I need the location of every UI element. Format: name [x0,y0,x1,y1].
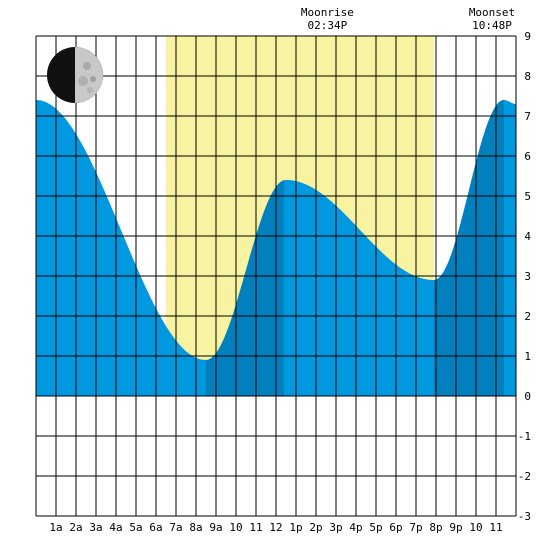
x-tick-label: 11 [249,521,262,534]
x-tick-label: 1a [49,521,62,534]
x-tick-label: 4p [349,521,362,534]
x-tick-label: 12 [269,521,282,534]
x-tick-label: 3a [89,521,102,534]
moon-event-time: 02:34P [308,19,348,32]
y-tick-label: 4 [524,230,531,243]
x-tick-label: 10 [229,521,242,534]
moon-crater [78,76,88,86]
x-tick-label: 4a [109,521,122,534]
x-tick-label: 9a [209,521,222,534]
x-tick-label: 7a [169,521,182,534]
moon-event-label: Moonrise [301,6,354,19]
y-tick-label: 9 [524,30,531,43]
x-tick-label: 11 [489,521,502,534]
y-tick-label: -3 [518,510,531,523]
y-tick-label: -2 [518,470,531,483]
x-tick-label: 1p [289,521,302,534]
moon-crater [90,76,96,82]
x-tick-label: 7p [409,521,422,534]
x-tick-label: 9p [449,521,462,534]
x-tick-label: 5p [369,521,382,534]
y-tick-label: 1 [524,350,531,363]
x-tick-label: 6p [389,521,402,534]
moon-crater [83,62,91,70]
y-tick-label: 8 [524,70,531,83]
y-tick-label: 3 [524,270,531,283]
x-tick-label: 6a [149,521,162,534]
x-tick-label: 5a [129,521,142,534]
y-tick-label: 6 [524,150,531,163]
x-tick-label: 2p [309,521,322,534]
x-tick-label: 8a [189,521,202,534]
x-tick-label: 8p [429,521,442,534]
tide-area-highlight [206,180,284,396]
moon-event-time: 10:48P [472,19,512,32]
y-tick-label: 7 [524,110,531,123]
moon-event-label: Moonset [469,6,515,19]
tide-area-highlight [434,100,504,396]
moon-crater [87,87,93,93]
y-tick-label: 2 [524,310,531,323]
moon-lit-half [75,47,103,103]
y-tick-label: 0 [524,390,531,403]
y-tick-label: 5 [524,190,531,203]
y-tick-label: -1 [518,430,531,443]
x-tick-label: 3p [329,521,342,534]
x-tick-label: 2a [69,521,82,534]
x-tick-label: 10 [469,521,482,534]
